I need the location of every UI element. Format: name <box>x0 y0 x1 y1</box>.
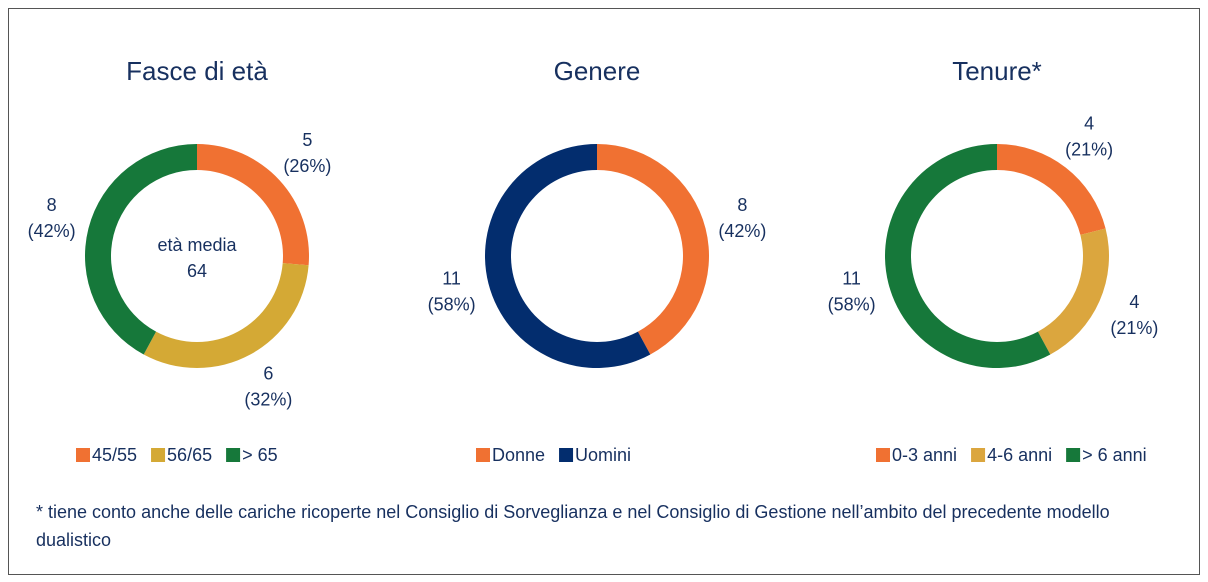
share-label: (42%) <box>718 221 766 241</box>
donut-segment <box>1037 228 1109 355</box>
donut-segment <box>484 144 651 368</box>
donut-segment <box>84 144 197 355</box>
share-label: (42%) <box>28 221 76 241</box>
legend-label: > 6 anni <box>1082 445 1147 465</box>
share-label: (32%) <box>244 390 292 410</box>
legend-swatch <box>226 448 241 462</box>
frame <box>8 8 1200 575</box>
value-label: 5 <box>302 130 312 150</box>
legend-label: 0-3 anni <box>892 445 957 465</box>
legend-label: Uomini <box>575 445 631 465</box>
legend-label: Donne <box>492 445 545 465</box>
share-label: (58%) <box>428 295 476 315</box>
legend-swatch <box>559 448 574 462</box>
legend-swatch <box>971 448 986 462</box>
chart-title: Genere <box>554 56 641 86</box>
value-label: 11 <box>842 269 861 289</box>
value-label: 8 <box>47 195 57 215</box>
legend-swatch <box>1066 448 1081 462</box>
share-label: (21%) <box>1065 139 1113 159</box>
chart-title: Fasce di età <box>126 56 268 86</box>
chart-title: Tenure* <box>952 56 1042 86</box>
footnote: * tiene conto anche delle cariche ricope… <box>36 502 1110 550</box>
value-label: 4 <box>1129 292 1139 312</box>
value-label: 4 <box>1084 113 1094 133</box>
legend-swatch <box>151 448 166 462</box>
value-label: 8 <box>737 195 747 215</box>
center-value: 64 <box>187 261 207 281</box>
legend-swatch <box>476 448 490 462</box>
donut-segment <box>197 144 309 266</box>
legend-label: 4-6 anni <box>987 445 1052 465</box>
share-label: (21%) <box>1110 318 1158 338</box>
legend-swatch <box>876 448 890 462</box>
legend-swatch <box>76 448 90 462</box>
value-label: 11 <box>442 269 461 289</box>
legend-label: 45/55 <box>92 445 137 465</box>
donut-segment <box>885 144 1051 369</box>
legend-label: 56/65 <box>167 445 212 465</box>
donut-segment <box>997 144 1106 235</box>
donut-segment <box>143 263 309 368</box>
share-label: (26%) <box>283 156 331 176</box>
value-label: 6 <box>263 364 273 384</box>
donut-segment <box>597 144 709 355</box>
share-label: (58%) <box>828 295 876 315</box>
center-label: età media <box>157 235 237 255</box>
legend-label: > 65 <box>242 445 278 465</box>
